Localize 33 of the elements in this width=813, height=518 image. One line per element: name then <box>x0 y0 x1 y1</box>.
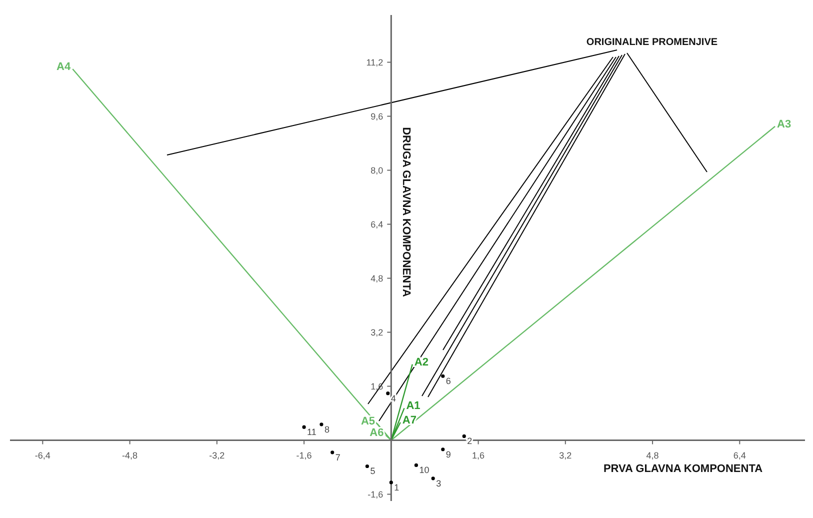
y-tick-label: 4,8 <box>370 273 384 284</box>
series-label: 1 <box>394 482 400 492</box>
y-tick-label: 8,0 <box>370 165 384 176</box>
series-label: 6 <box>446 376 451 386</box>
series-label: 5 <box>370 466 376 476</box>
series-label: 7 <box>335 452 340 462</box>
series-label: A1 <box>406 400 420 412</box>
series-label: A5 <box>360 415 376 428</box>
y-tick-label: 6,4 <box>370 219 384 230</box>
series-label: A7 <box>402 414 416 426</box>
x-tick-label: -4,8 <box>122 450 138 460</box>
series-label: A6 <box>370 427 384 440</box>
y-tick-label: 9,6 <box>370 111 384 122</box>
series-label: 8 <box>324 424 330 434</box>
y-axis-title: DRUGA GLAVNA KOMPONENTA <box>400 127 412 297</box>
series-label: 3 <box>436 478 442 488</box>
x-tick-label: -3,2 <box>209 450 225 460</box>
series-label: 9 <box>446 449 451 460</box>
x-tick-label: 1,6 <box>472 450 485 460</box>
y-tick-label: 3,2 <box>370 327 384 338</box>
y-tick-label: 11,2 <box>366 57 384 68</box>
series-label: A4 <box>56 61 72 73</box>
series-label: A3 <box>777 118 792 130</box>
x-tick-label: 6,4 <box>733 450 746 460</box>
series-label: 10 <box>419 465 430 476</box>
x-axis-title: PRVA GLAVNA KOMPONENTA <box>603 463 763 475</box>
x-tick-label: 3,2 <box>559 450 572 460</box>
x-tick-label: 4,8 <box>646 450 659 460</box>
x-tick-label: -6,4 <box>34 450 50 460</box>
annotation: ORIGINALNE PROMENJIVE <box>586 37 718 48</box>
x-tick-label: -1,6 <box>296 450 312 460</box>
y-tick-label: -1,6 <box>368 489 384 500</box>
series-label: 11 <box>307 427 316 438</box>
